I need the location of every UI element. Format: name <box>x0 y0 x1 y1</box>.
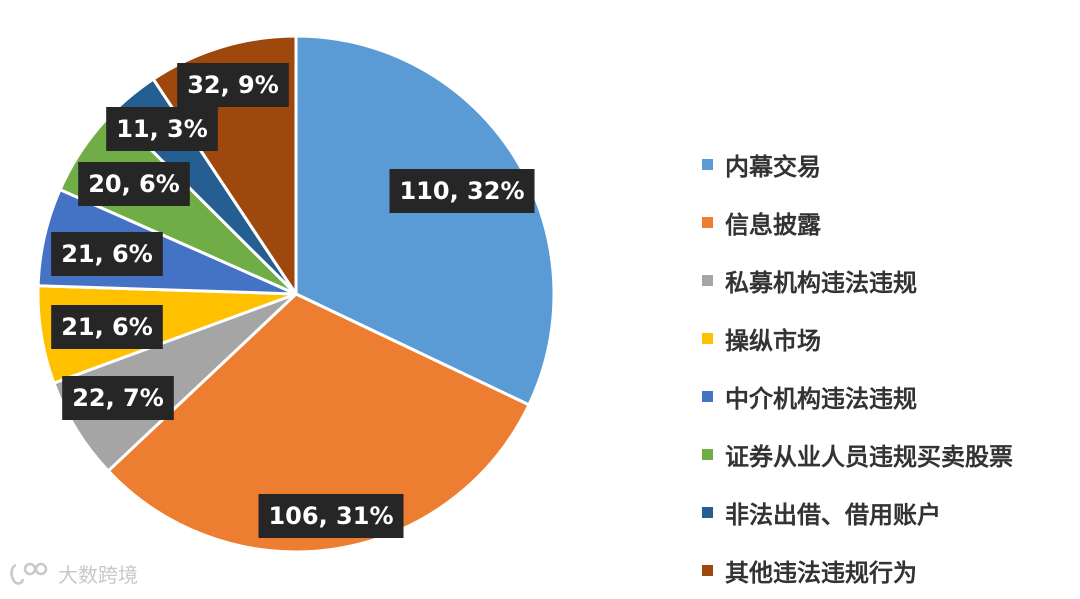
data-label-6: 11, 3% <box>106 107 218 151</box>
data-label-1: 106, 31% <box>258 494 404 538</box>
data-label-0: 110, 32% <box>389 169 535 213</box>
legend-swatch-7 <box>702 564 713 576</box>
data-label-box-1 <box>258 494 404 538</box>
legend-item-6: 非法出借、借用账户 <box>702 483 1013 541</box>
legend: 内幕交易信息披露私募机构违法违规 操纵市场中介机构违法违规证券从业人员违规买卖股票… <box>702 135 1013 599</box>
watermark-logo-icon <box>10 562 48 585</box>
legend-item-2: 私募机构违法违规 <box>702 251 1013 309</box>
legend-item-1: 信息披露 <box>702 193 1013 251</box>
legend-label-2: 私募机构违法违规 <box>725 268 917 297</box>
legend-label-0: 内幕交易 <box>725 152 821 181</box>
legend-item-5: 证券从业人员违规买卖股票 <box>702 425 1013 483</box>
legend-swatch-1 <box>702 216 713 228</box>
data-label-5: 20, 6% <box>78 162 190 206</box>
legend-item-0: 内幕交易 <box>702 135 1013 193</box>
legend-item-4: 中介机构违法违规 <box>702 367 1013 425</box>
legend-swatch-0 <box>702 158 713 170</box>
data-label-text-2: 22, 7% <box>72 384 164 412</box>
data-label-text-6: 11, 3% <box>116 115 208 143</box>
legend-swatch-2 <box>702 274 713 286</box>
legend-swatch-6 <box>702 506 713 518</box>
data-labels: 110, 32% 106, 31% 22, 7% 21, 6% 21, 6% 20, 6%… <box>51 63 535 538</box>
legend-swatch-4 <box>702 390 713 402</box>
pie-slice-0 <box>294 34 556 407</box>
data-label-box-5 <box>78 162 190 206</box>
watermark: 大数跨境 <box>8 559 138 588</box>
legend-label-4: 中介机构违法违规 <box>725 384 917 413</box>
data-label-3: 21, 6% <box>51 305 163 349</box>
legend-label-1: 信息披露 <box>725 210 821 239</box>
data-label-text-0: 110, 32% <box>399 177 524 205</box>
legend-swatch-5 <box>702 448 713 460</box>
legend-item-3: 操纵市场 <box>702 309 1013 367</box>
watermark-text: 大数跨境 <box>58 563 138 587</box>
data-label-4: 21, 6% <box>51 232 163 276</box>
pie-slice-1 <box>106 292 531 554</box>
data-label-box-2 <box>62 376 174 420</box>
data-label-box-3 <box>51 305 163 349</box>
legend-label-5: 证券从业人员违规买卖股票 <box>725 442 1013 471</box>
legend-label-6: 非法出借、借用账户 <box>725 500 941 529</box>
data-label-box-4 <box>51 232 163 276</box>
legend-label-7: 其他违法违规行为 <box>725 558 917 587</box>
data-label-2: 22, 7% <box>62 376 174 420</box>
legend-item-7: 其他违法违规行为 <box>702 541 1013 599</box>
data-label-text-1: 106, 31% <box>268 502 393 530</box>
data-label-7: 32, 9% <box>177 63 289 107</box>
data-label-box-6 <box>106 107 218 151</box>
legend-swatch-3 <box>702 332 713 344</box>
data-label-text-4: 21, 6% <box>61 240 153 268</box>
data-label-box-0 <box>389 169 535 213</box>
data-label-text-3: 21, 6% <box>61 313 153 341</box>
data-label-text-7: 32, 9% <box>187 71 279 99</box>
data-label-box-7 <box>177 63 289 107</box>
legend-label-3: 操纵市场 <box>725 326 821 355</box>
data-label-text-5: 20, 6% <box>88 170 180 198</box>
